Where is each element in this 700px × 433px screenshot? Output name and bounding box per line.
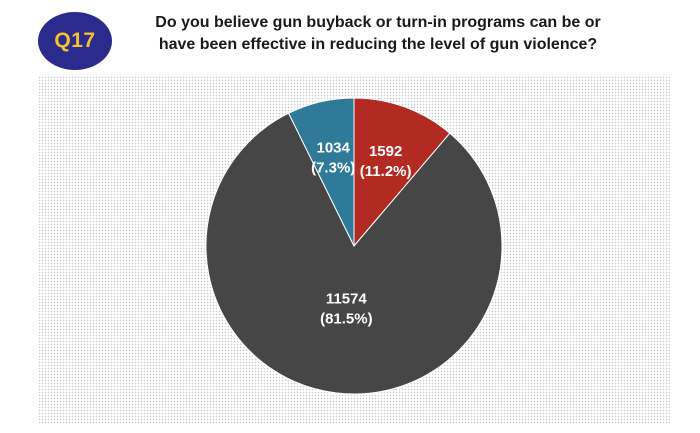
slice-percent-label-1: (81.5%) (320, 311, 373, 328)
slice-percent-label-2: (7.3%) (311, 160, 355, 177)
pie-slice-1 (205, 112, 503, 395)
question-line-2: have been effective in reducing the leve… (158, 36, 598, 53)
slice-value-label-1: 11574 (326, 291, 368, 308)
slice-percent-label-0: (11.2%) (360, 163, 412, 180)
plot-area: 1592 (11.2%) 11574 (81.5%) 1034 (7.3%) (38, 76, 670, 424)
chart-header: Q17 Do you believe gun buyback or turn-i… (0, 0, 700, 75)
pie-slice-2 (287, 97, 355, 247)
question-line-1: Do you believe gun buyback or turn-in pr… (155, 14, 601, 31)
slice-value-label-0: 1592 (369, 143, 402, 160)
slice-value-label-2: 1034 (317, 140, 351, 157)
pie-chart: 1592 (11.2%) 11574 (81.5%) 1034 (7.3%) (205, 97, 503, 395)
pie-slice-0 (353, 97, 451, 248)
question-number-badge: Q17 (38, 12, 112, 70)
question-title: Do you believe gun buyback or turn-in pr… (118, 12, 638, 56)
